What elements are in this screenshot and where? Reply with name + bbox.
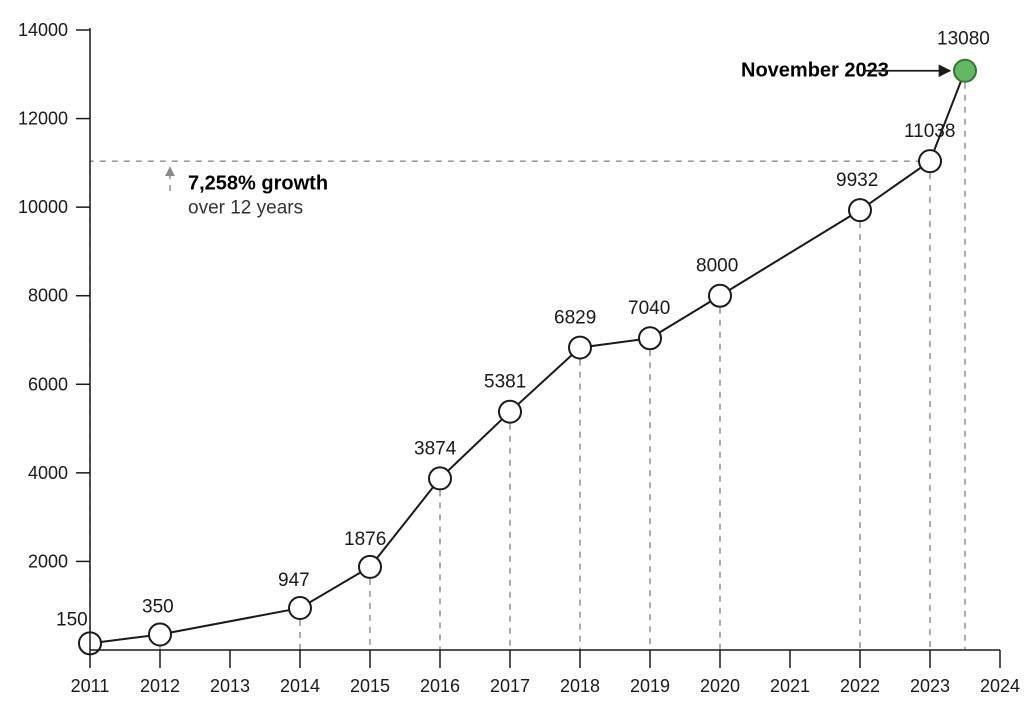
data-label: 150: [56, 609, 88, 630]
x-tick-label: 2022: [840, 676, 880, 696]
data-label: 7040: [628, 298, 670, 319]
y-tick-label: 2000: [28, 551, 68, 571]
x-tick-label: 2013: [210, 676, 250, 696]
y-tick-label: 4000: [28, 463, 68, 483]
data-label: 350: [142, 597, 174, 618]
x-tick-label: 2012: [140, 676, 180, 696]
series-marker: [149, 624, 171, 646]
series-marker: [429, 467, 451, 489]
x-tick-label: 2021: [770, 676, 810, 696]
series-marker: [569, 337, 591, 359]
x-tick-label: 2017: [490, 676, 530, 696]
data-label: 947: [278, 570, 310, 591]
growth-line-chart: 7,258% growth over 12 years 150 350 947 1876 3…: [0, 0, 1024, 712]
x-tick-label: 2014: [280, 676, 320, 696]
x-tick-label: 2016: [420, 676, 460, 696]
series-marker: [289, 597, 311, 619]
y-tick-label: 14000: [18, 20, 68, 40]
x-tick-label: 2011: [71, 676, 110, 696]
data-label: 11038: [904, 121, 955, 142]
data-label: 6829: [554, 308, 596, 329]
series-marker: [499, 401, 521, 423]
data-label: 8000: [696, 256, 738, 277]
data-label: 9932: [836, 170, 878, 191]
series-marker: [359, 556, 381, 578]
series-marker: [919, 150, 941, 172]
series-marker-highlight: [954, 60, 976, 82]
growth-callout-line1: 7,258% growth: [188, 172, 328, 194]
x-tick-label: 2024: [980, 676, 1020, 696]
x-tick-label: 2020: [700, 676, 740, 696]
y-tick-label: 10000: [18, 197, 68, 217]
x-tick-label: 2019: [630, 676, 670, 696]
x-tick-label: 2023: [910, 676, 950, 696]
x-tick-label: 2018: [560, 676, 600, 696]
y-tick-label: 8000: [28, 286, 68, 306]
y-tick-label: 12000: [18, 109, 68, 129]
series-marker: [709, 285, 731, 307]
series-marker: [639, 327, 661, 349]
data-label: 13080: [937, 29, 990, 50]
data-label: 5381: [484, 372, 526, 393]
growth-callout-line2: over 12 years: [188, 197, 303, 218]
series-marker: [849, 199, 871, 221]
data-label: 3874: [414, 438, 457, 459]
data-label: 1876: [344, 529, 386, 550]
x-tick-label: 2015: [350, 676, 390, 696]
y-tick-label: 6000: [28, 374, 68, 394]
